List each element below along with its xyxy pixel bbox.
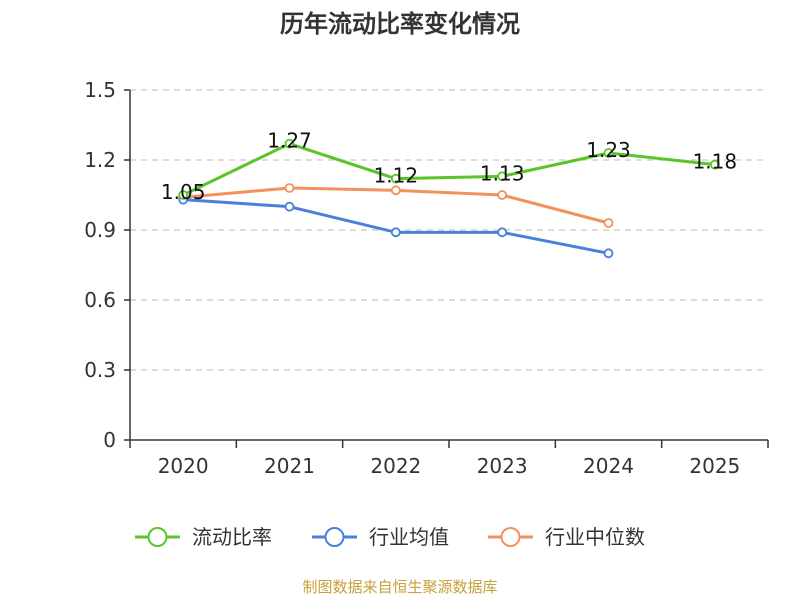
data-label: 1.18	[693, 150, 738, 174]
legend-marker-icon	[500, 527, 521, 547]
y-tick-label: 1.2	[84, 148, 116, 172]
data-point	[709, 159, 720, 170]
series-points	[178, 138, 720, 259]
legend-label: 行业中位数	[545, 525, 645, 549]
data-point	[603, 218, 614, 228]
data-point	[603, 248, 614, 259]
data-label: 1.13	[480, 161, 525, 185]
y-tick-label: 0.6	[84, 288, 116, 312]
x-tick-label: 2020	[158, 454, 209, 478]
chart-title: 历年流动比率变化情况	[280, 10, 520, 38]
series-line-0	[182, 142, 715, 197]
data-point	[390, 185, 401, 196]
axes	[129, 90, 768, 441]
data-point	[284, 183, 295, 193]
x-tick-label: 2025	[689, 454, 740, 478]
data-point	[390, 227, 401, 238]
legend-item-1[interactable]: 行业均值	[312, 525, 449, 549]
legend[interactable]: 流动比率 行业均值 行业中位数	[135, 525, 645, 549]
data-point	[284, 201, 295, 212]
data-point	[603, 148, 614, 158]
data-point	[497, 227, 508, 238]
data-label: 1.05	[161, 180, 206, 204]
grid-lines	[130, 89, 768, 371]
data-point	[497, 190, 508, 200]
y-tick-label: 0	[103, 428, 116, 452]
source-note: 制图数据来自恒生聚源数据库	[302, 578, 497, 596]
data-point	[497, 171, 508, 182]
x-tick-label: 2023	[477, 454, 528, 478]
legend-label: 流动比率	[192, 525, 272, 549]
legend-marker-icon	[324, 527, 345, 547]
y-tick-label: 0.3	[84, 358, 116, 382]
legend-marker-icon	[147, 527, 168, 547]
x-tick-label: 2024	[583, 454, 634, 478]
data-label: 1.23	[586, 138, 631, 162]
x-axis-ticks: 2020 2021 2022 2023 2024 2025	[129, 440, 769, 478]
data-point	[284, 138, 295, 149]
legend-item-0[interactable]: 流动比率	[135, 525, 272, 549]
y-tick-label: 1.5	[84, 78, 116, 102]
data-label: 1.27	[267, 129, 312, 153]
data-labels: 1.05 1.27 1.12 1.13 1.23 1.18	[161, 129, 737, 204]
data-label: 1.12	[374, 164, 419, 188]
legend-label: 行业均值	[369, 525, 449, 549]
data-point	[390, 173, 401, 184]
y-axis-ticks: 0 0.3 0.6 0.9 1.2 1.5	[84, 78, 130, 452]
x-tick-label: 2022	[370, 454, 421, 478]
legend-item-2[interactable]: 行业中位数	[488, 525, 645, 549]
y-tick-label: 0.9	[84, 218, 116, 242]
x-tick-label: 2021	[264, 454, 315, 478]
data-point	[178, 190, 189, 200]
